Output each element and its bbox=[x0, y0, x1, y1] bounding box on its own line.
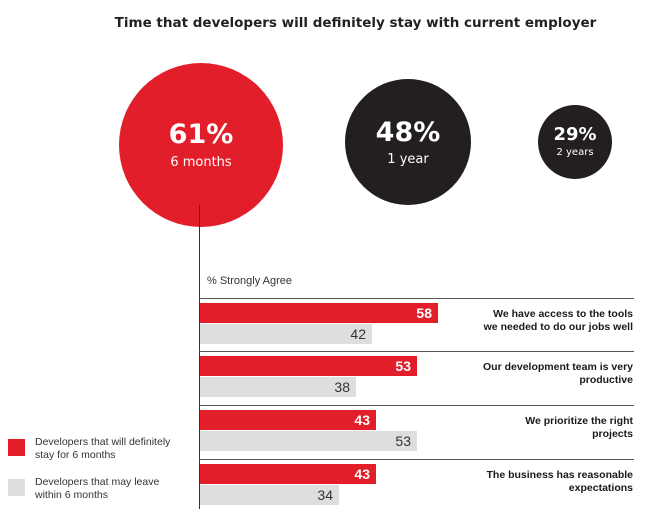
axis-label: % Strongly Agree bbox=[207, 275, 292, 287]
legend-swatch-red bbox=[8, 439, 25, 456]
category-line: expectations bbox=[568, 482, 633, 494]
bubble-percent: 29% bbox=[553, 124, 597, 145]
bar-leave: 34 bbox=[200, 485, 339, 505]
group-divider bbox=[199, 405, 634, 406]
bar-stay: 43 bbox=[200, 410, 376, 430]
bar-stay: 43 bbox=[200, 464, 376, 484]
bubble-6-months: 61% 6 months bbox=[119, 63, 283, 227]
bar-value-label: 43 bbox=[354, 466, 370, 482]
bar-leave: 38 bbox=[200, 377, 356, 397]
bar-stay: 53 bbox=[200, 356, 417, 376]
group-divider bbox=[199, 459, 634, 460]
bar-value-label: 42 bbox=[350, 326, 366, 342]
bubble-1-year: 48% 1 year bbox=[345, 79, 471, 205]
connector-line bbox=[199, 205, 200, 509]
category-line: We have access to the tools bbox=[493, 308, 633, 320]
group-divider bbox=[199, 351, 634, 352]
category-line: We prioritize the right bbox=[525, 415, 633, 427]
category-label: We prioritize the right projects bbox=[443, 415, 633, 441]
category-line: Our development team is very bbox=[483, 361, 633, 373]
bar-value-label: 43 bbox=[354, 412, 370, 428]
bar-value-label: 34 bbox=[317, 487, 333, 503]
legend-line: stay for 6 months bbox=[35, 449, 116, 461]
bubble-period: 2 years bbox=[556, 147, 594, 158]
legend-item-stay: Developers that will definitely stay for… bbox=[8, 436, 185, 462]
legend-label: Developers that may leave within 6 month… bbox=[35, 476, 185, 502]
category-label: Our development team is very productive bbox=[443, 361, 633, 387]
bubble-period: 1 year bbox=[387, 151, 429, 167]
legend-swatch-grey bbox=[8, 479, 25, 496]
bar-leave: 53 bbox=[200, 431, 417, 451]
category-line: projects bbox=[592, 428, 633, 440]
legend-line: within 6 months bbox=[35, 489, 108, 501]
category-line: The business has reasonable bbox=[486, 469, 633, 481]
bar-value-label: 53 bbox=[395, 433, 411, 449]
bar-leave: 42 bbox=[200, 324, 372, 344]
legend-label: Developers that will definitely stay for… bbox=[35, 436, 185, 462]
bubble-percent: 48% bbox=[375, 116, 441, 148]
legend-item-leave: Developers that may leave within 6 month… bbox=[8, 476, 185, 502]
category-label: The business has reasonable expectations bbox=[443, 469, 633, 495]
bar-value-label: 38 bbox=[334, 379, 350, 395]
legend-line: Developers that may leave bbox=[35, 476, 160, 488]
chart-title: Time that developers will definitely sta… bbox=[114, 15, 597, 31]
bubble-2-years: 29% 2 years bbox=[538, 105, 612, 179]
bar-stay: 58 bbox=[200, 303, 438, 323]
group-divider bbox=[199, 298, 634, 299]
bubble-percent: 61% bbox=[168, 119, 234, 150]
category-line: we needed to do our jobs well bbox=[483, 321, 633, 333]
category-line: productive bbox=[579, 374, 633, 386]
category-label: We have access to the tools we needed to … bbox=[443, 308, 633, 334]
bar-value-label: 53 bbox=[395, 358, 411, 374]
bar-value-label: 58 bbox=[416, 305, 432, 321]
legend-line: Developers that will definitely bbox=[35, 436, 171, 448]
bubble-period: 6 months bbox=[170, 155, 232, 170]
